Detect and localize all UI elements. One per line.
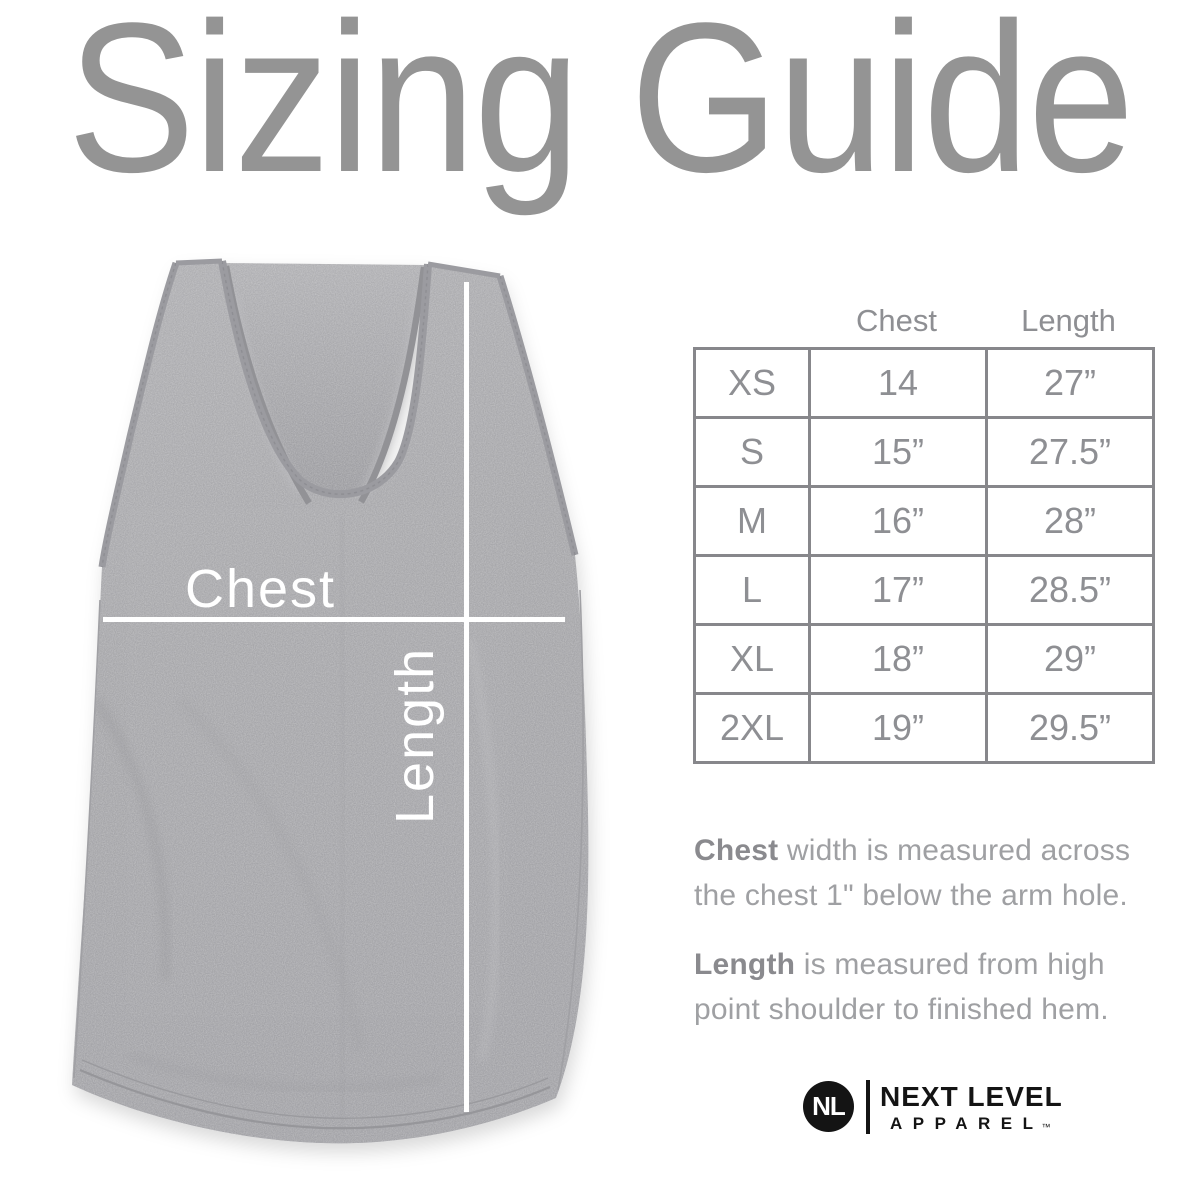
next-level-apparel-logo: NL NEXT LEVEL APPAREL ™: [803, 1080, 1063, 1134]
chest-note-text: width is measured across the chest 1" be…: [694, 834, 1131, 912]
nl-monogram-icon: NL: [803, 1081, 854, 1132]
size-table-body: XS 14 27” S 15” 27.5” M 16” 28” L 17” 28.5” XL 18” 29”…: [693, 347, 1155, 764]
brand-subname: APPAREL: [890, 1113, 1044, 1133]
size-cell: S: [693, 416, 811, 488]
chest-cell: 14: [808, 347, 988, 419]
size-cell: 2XL: [693, 692, 811, 764]
chest-note-lead: Chest: [694, 834, 779, 867]
size-cell: XS: [693, 347, 811, 419]
table-row: 2XL 19” 29.5”: [693, 692, 1155, 764]
brand-name: NEXT LEVEL: [880, 1080, 1063, 1112]
table-row: M 16” 28”: [693, 485, 1155, 557]
length-column-header: Length: [1021, 303, 1116, 338]
logo-divider: [866, 1080, 870, 1134]
size-table: XS 14 27” S 15” 27.5” M 16” 28” L 17” 28.5” XL 18” 29”…: [693, 347, 1155, 764]
length-cell: 28”: [985, 485, 1155, 557]
chest-column-header: Chest: [856, 303, 937, 338]
brand-subname-row: APPAREL ™: [890, 1115, 1063, 1132]
length-measure-line: [464, 282, 469, 1112]
size-cell: XL: [693, 623, 811, 695]
logo-wordmark: NEXT LEVEL APPAREL ™: [880, 1080, 1063, 1134]
measurement-notes: Chest width is measured across the chest…: [694, 828, 1156, 1032]
table-row: XL 18” 29”: [693, 623, 1155, 695]
length-line-label: Length: [385, 647, 445, 824]
table-row: XS 14 27”: [693, 347, 1155, 419]
size-cell: L: [693, 554, 811, 626]
chest-measure-line: [103, 617, 565, 622]
chest-cell: 17”: [808, 554, 988, 626]
size-table-headers: Chest Length: [693, 296, 1152, 346]
table-row: S 15” 27.5”: [693, 416, 1155, 488]
chest-cell: 19”: [808, 692, 988, 764]
tank-top-image: Chest Length: [72, 258, 589, 1144]
page-title: Sizing Guide: [67, 0, 1134, 217]
chest-cell: 15”: [808, 416, 988, 488]
trademark-symbol: ™: [1041, 1121, 1051, 1132]
chest-cell: 16”: [808, 485, 988, 557]
chest-line-label: Chest: [185, 559, 336, 619]
length-cell: 28.5”: [985, 554, 1155, 626]
size-cell: M: [693, 485, 811, 557]
length-cell: 29”: [985, 623, 1155, 695]
length-cell: 27”: [985, 347, 1155, 419]
chest-cell: 18”: [808, 623, 988, 695]
length-note-text: is measured from high point shoulder to …: [694, 948, 1109, 1026]
chest-note: Chest width is measured across the chest…: [694, 828, 1156, 918]
length-cell: 27.5”: [985, 416, 1155, 488]
table-row: L 17” 28.5”: [693, 554, 1155, 626]
length-cell: 29.5”: [985, 692, 1155, 764]
seam-lines: [73, 258, 584, 1130]
length-note-lead: Length: [694, 948, 796, 981]
length-note: Length is measured from high point shoul…: [694, 942, 1156, 1032]
fabric-texture: [72, 261, 589, 1144]
